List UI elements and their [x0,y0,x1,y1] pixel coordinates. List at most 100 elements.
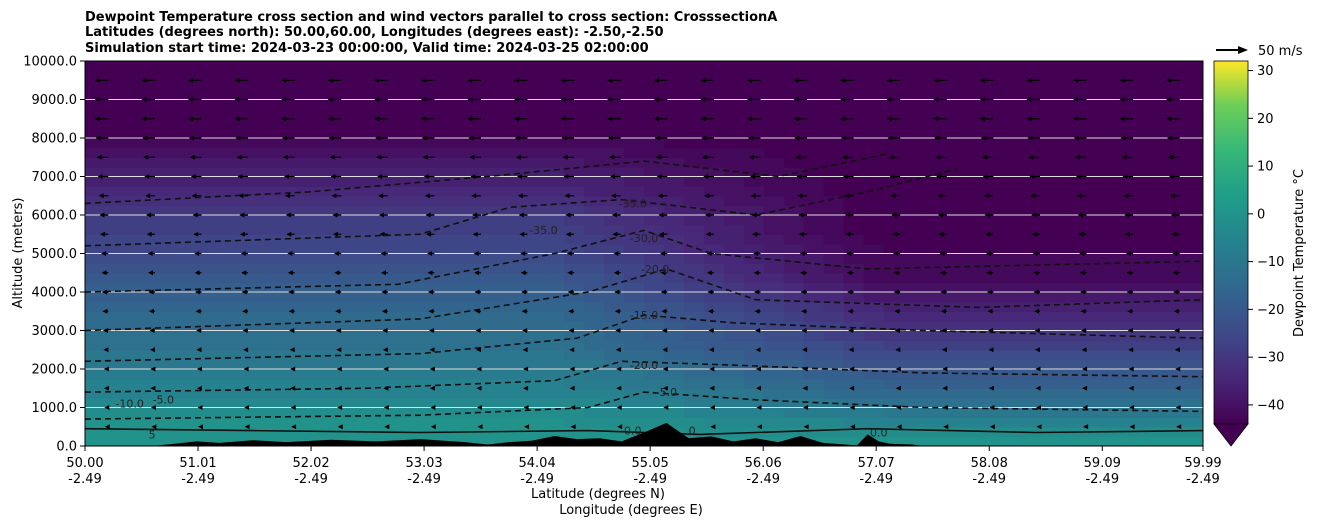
field-cell [524,301,545,312]
field-cell [284,330,306,341]
field-cell [664,311,685,322]
field-cell [444,417,466,428]
field-cell [743,301,765,312]
wind-arrowhead-icon [327,116,333,122]
field-cell [723,215,745,226]
field-cell [144,138,166,149]
wind-arrowhead-icon [523,405,529,410]
field-cell [1143,292,1164,303]
field-cell [524,138,545,149]
field-cell [743,417,765,428]
field-cell [264,215,286,226]
field-cell [1103,99,1124,110]
wind-arrowhead-icon [289,347,295,353]
field-cell [364,234,386,245]
wind-arrowhead-icon [661,308,667,314]
wind-arrowhead-icon [892,251,898,256]
field-cell [963,80,985,91]
field-cell [683,272,705,284]
field-cell [164,426,186,438]
field-cell [763,89,785,101]
field-cell [1043,301,1065,312]
wind-arrowhead-icon [611,212,617,218]
wind-arrowhead-icon [569,347,575,353]
field-cell [743,224,765,235]
field-cell [404,320,426,332]
wind-arrowhead-icon [1076,193,1082,199]
wind-arrowhead-icon [143,154,149,160]
field-cell [184,205,206,216]
wind-arrowhead-icon [142,135,148,141]
field-cell [164,340,186,351]
field-cell [903,272,925,284]
field-cell [484,128,506,139]
field-cell [863,176,885,187]
field-cell [384,147,406,158]
field-cell [564,253,585,264]
field-cell [1143,436,1164,446]
wind-arrowhead-icon [286,231,292,237]
field-cell [683,176,705,187]
field-cell [664,70,685,81]
field-cell [184,340,206,351]
field-cell [564,157,585,168]
field-cell [823,89,845,101]
field-cell [464,282,486,293]
field-cell [264,80,286,91]
wind-arrowhead-icon [849,366,855,372]
wind-arrowhead-icon [287,251,293,256]
field-cell [1003,407,1025,418]
field-cell [384,70,406,81]
field-cell [404,263,426,274]
field-cell [204,61,226,72]
field-cell [444,320,466,332]
field-cell [144,215,166,226]
field-cell [983,186,1005,197]
field-cell [424,378,446,389]
wind-arrowhead-icon [891,212,897,218]
field-cell [324,195,346,207]
x-tick-label-lat: 56.06 [745,456,782,471]
field-cell [803,330,825,341]
field-cell [224,89,246,101]
field-cell [683,128,705,139]
field-cell [464,369,486,380]
field-cell [284,138,306,149]
field-cell [464,417,486,428]
field-cell [983,166,1005,178]
field-cell [823,234,845,245]
field-cell [224,205,246,216]
field-cell [364,99,386,110]
wind-arrowhead-icon [197,366,202,372]
field-cell [384,301,406,312]
field-cell [484,407,506,418]
field-cell [224,186,246,197]
field-cell [1023,417,1045,428]
wind-arrowhead-icon [333,251,339,256]
field-cell [85,243,106,255]
field-cell [743,282,765,293]
field-cell [1083,340,1104,351]
field-cell [544,301,565,312]
field-cell [304,70,326,81]
field-cell [404,147,426,158]
field-cell [444,109,466,120]
wind-arrowhead-icon [845,231,851,237]
field-cell [743,340,765,351]
x-tick-label-lat: 59.99 [1184,456,1221,471]
x-tick-label-lon: -2.49 [294,472,328,487]
field-cell [1103,263,1124,274]
field-cell [224,224,246,235]
field-cell [1183,99,1203,110]
field-cell [743,407,765,418]
wind-arrowhead-icon [336,385,342,391]
field-cell [903,109,925,120]
field-cell [304,205,326,216]
field-cell [404,128,426,139]
field-cell [184,253,206,264]
field-cell [1123,195,1144,207]
field-cell [823,253,845,264]
wind-arrowhead-icon [242,308,248,314]
field-cell [364,301,386,312]
field-cell [564,109,585,120]
